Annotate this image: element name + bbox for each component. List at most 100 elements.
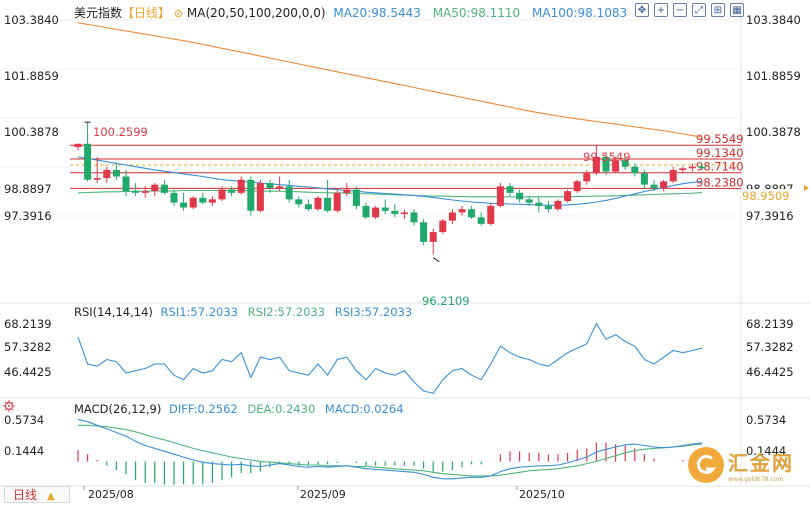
- low-marker: [432, 257, 440, 263]
- macd-tick: 0.5734: [746, 413, 786, 427]
- ma20-line: [77, 156, 703, 206]
- period-button-label: 日线: [13, 488, 38, 502]
- period-select-button[interactable]: 日线 ▲: [4, 486, 70, 503]
- price-tick-left: 100.3878: [4, 125, 59, 139]
- caret-up-icon: ▲: [47, 491, 55, 502]
- macd-macd-value: MACD:0.0264: [325, 402, 404, 416]
- candle-body: [314, 197, 322, 210]
- price-tick: 97.3916: [746, 209, 794, 223]
- rsi2-value: RSI2:57.2033: [248, 305, 325, 319]
- candle-body: [228, 189, 236, 193]
- current-price-tag: 98.9509: [742, 189, 790, 203]
- candle-body: [151, 184, 159, 192]
- candle-body: [573, 181, 581, 192]
- candle-body: [295, 199, 303, 205]
- zoom-in-icon[interactable]: +: [654, 3, 668, 17]
- candle-body: [122, 176, 130, 192]
- brand-logo: 汇金网 www.gold678.com: [688, 447, 794, 483]
- candle-body: [93, 178, 101, 180]
- macd-tick: 0.1444: [746, 444, 786, 458]
- eye-icon[interactable]: ⊘: [173, 7, 184, 20]
- candle-body: [448, 212, 456, 221]
- price-tick: 103.3840: [746, 13, 801, 27]
- candle-body: [554, 201, 562, 210]
- candle-body: [602, 156, 610, 172]
- candle-body: [477, 217, 485, 224]
- move-icon[interactable]: ✥: [635, 3, 649, 17]
- candle-body: [208, 199, 216, 203]
- chart-toolbar: ✥ + − ⤢ ⊞ ▦: [635, 3, 744, 17]
- price-level-label: 98.2380: [696, 175, 744, 189]
- price-level-label: 98.7140: [696, 160, 744, 174]
- high-annotation: 100.2599: [93, 125, 148, 139]
- rsi3-value: RSI3:57.2033: [335, 305, 412, 319]
- fullscreen-icon[interactable]: ⤢: [692, 3, 706, 17]
- candle-body: [583, 173, 591, 182]
- candle-body: [218, 189, 226, 200]
- candle-body: [381, 207, 389, 211]
- date-label: 2025/09: [300, 488, 346, 501]
- zoom-out-icon[interactable]: −: [673, 3, 687, 17]
- date-label: 2025/10: [519, 488, 565, 501]
- candle-body: [333, 192, 341, 211]
- settings-icon[interactable]: [3, 400, 15, 412]
- candle-body: [237, 179, 245, 193]
- macd-diff-value: DIFF:0.2562: [169, 402, 238, 416]
- rsi1-value: RSI1:57.2033: [161, 305, 238, 319]
- macd-tick-left: 0.1444: [4, 444, 44, 458]
- candle-body: [400, 212, 408, 215]
- logo-text: 汇金网: [728, 451, 794, 475]
- candle-body: [544, 205, 552, 210]
- current-price-tag-bg: [741, 189, 801, 203]
- candle-body: [650, 184, 658, 188]
- candle-body: [612, 160, 620, 172]
- candle-body: [535, 202, 543, 206]
- candle-body: [439, 220, 447, 233]
- candle-body: [199, 197, 207, 203]
- logo-url: www.gold678.com: [728, 476, 784, 483]
- candle-body: [189, 197, 197, 208]
- price-tick-left: 103.3840: [4, 13, 59, 27]
- macd-diff-line: [77, 418, 703, 480]
- candle-body: [410, 212, 418, 223]
- price-level-label: 99.1340: [696, 146, 744, 160]
- candle-body: [679, 168, 687, 170]
- candle-body: [429, 232, 437, 242]
- candle-body: [160, 184, 168, 193]
- rsi-label: RSI(14,14,14): [74, 305, 153, 319]
- candle-body: [352, 189, 360, 206]
- ma50-value: MA50:98.1110: [432, 6, 521, 20]
- grid-icon[interactable]: ▦: [730, 3, 744, 17]
- candle-body: [592, 156, 600, 174]
- candle-body: [496, 186, 504, 206]
- candle-body: [698, 166, 706, 169]
- candle-body: [391, 210, 399, 215]
- rsi-tick: 46.4425: [746, 365, 794, 379]
- rsi-tick: 68.2139: [746, 317, 794, 331]
- crosshair-icon[interactable]: ⊞: [711, 3, 725, 17]
- candle-body: [74, 143, 82, 148]
- candle-body: [276, 186, 284, 188]
- price-level-label: 99.5549: [696, 132, 744, 146]
- macd-label: MACD(26,12,9): [74, 402, 161, 416]
- svg-text:MACD(26,12,9) DIFF:0.2562: MACD(26,12,9) DIFF:0.2562 DEA:0.2430 MAC…: [74, 402, 404, 416]
- ma200-line: [77, 22, 703, 138]
- price-tick: 100.3878: [746, 125, 801, 139]
- macd-dea-line: [78, 424, 703, 477]
- rsi-tick-left: 68.2139: [4, 317, 52, 331]
- candle-body: [343, 189, 351, 193]
- current-price-arrow-icon: [804, 185, 809, 191]
- macd-dea-value: DEA:0.2430: [247, 402, 315, 416]
- candle-body: [247, 179, 255, 211]
- candle-body: [564, 191, 572, 202]
- period-badge[interactable]: 【日线】: [122, 6, 171, 20]
- rsi-line: [77, 322, 703, 394]
- chart-header: 美元指数【日线】 ⊘ MA(20,50,100,200,0,0) MA20:98…: [74, 4, 627, 21]
- candle-body: [420, 222, 428, 242]
- candle-body: [285, 186, 293, 200]
- candle-body: [516, 192, 524, 200]
- candle-body: [362, 205, 370, 218]
- price-tick-left: 97.3916: [4, 209, 52, 223]
- candle-body: [266, 183, 274, 188]
